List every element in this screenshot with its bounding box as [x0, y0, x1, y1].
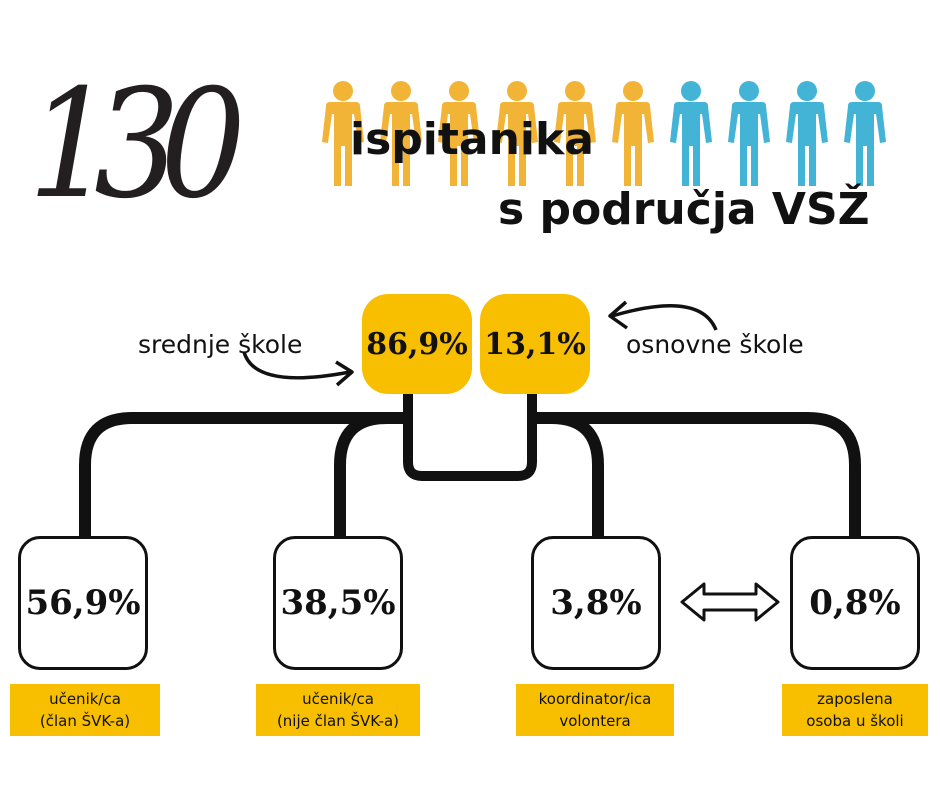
person-icon [782, 80, 832, 188]
role-tag: učenik/ca (član ŠVK-a) [10, 684, 160, 736]
bracket-line [403, 392, 537, 481]
person-icon [608, 80, 658, 188]
label-primary-schools: osnovne škole [626, 330, 804, 359]
curved-arrow-left-icon [242, 351, 351, 380]
person-icon [840, 80, 890, 188]
role-tag-line2: osoba u školi [806, 712, 904, 730]
label-high-schools: srednje škole [138, 330, 303, 359]
role-tag-line2: volontera [559, 712, 631, 730]
curved-arrow-right-icon [611, 304, 718, 331]
pct-primary-schools: 13,1% [480, 294, 590, 394]
arrowhead-right-icon [608, 300, 629, 330]
connector-line [530, 412, 861, 536]
connector-line [334, 412, 388, 536]
role-tag-line1: koordinator/ica [538, 690, 652, 708]
people-icons [318, 80, 918, 190]
connector-line [550, 412, 604, 536]
person-icon [492, 80, 542, 188]
person-icon [666, 80, 716, 188]
role-card: 38,5% [273, 536, 403, 670]
role-card: 3,8% [531, 536, 661, 670]
role-tag: koordinator/ica volontera [516, 684, 674, 736]
role-tag-line1: zaposlena [817, 690, 893, 708]
person-icon [434, 80, 484, 188]
role-tag-line1: učenik/ca [302, 690, 374, 708]
person-icon [724, 80, 774, 188]
pct-high-schools: 86,9% [362, 294, 472, 394]
role-tag-line2: (član ŠVK-a) [39, 712, 131, 730]
role-tag: zaposlena osoba u školi [782, 684, 928, 736]
connector-line [79, 412, 410, 536]
person-icon [376, 80, 426, 188]
respondent-count: 130 [28, 58, 246, 232]
role-card: 0,8% [790, 536, 920, 670]
double-arrow-icon [680, 582, 780, 622]
role-card: 56,9% [18, 536, 148, 670]
arrowhead-left-icon [335, 360, 354, 387]
person-icon [318, 80, 368, 188]
role-tag: učenik/ca (nije član ŠVK-a) [256, 684, 420, 736]
headline-region: s područja VSŽ [498, 184, 870, 235]
role-tag-line1: učenik/ca [49, 690, 121, 708]
headline-respondents: ispitanika [350, 114, 594, 165]
role-tag-line2: (nije član ŠVK-a) [276, 712, 400, 730]
person-icon [550, 80, 600, 188]
